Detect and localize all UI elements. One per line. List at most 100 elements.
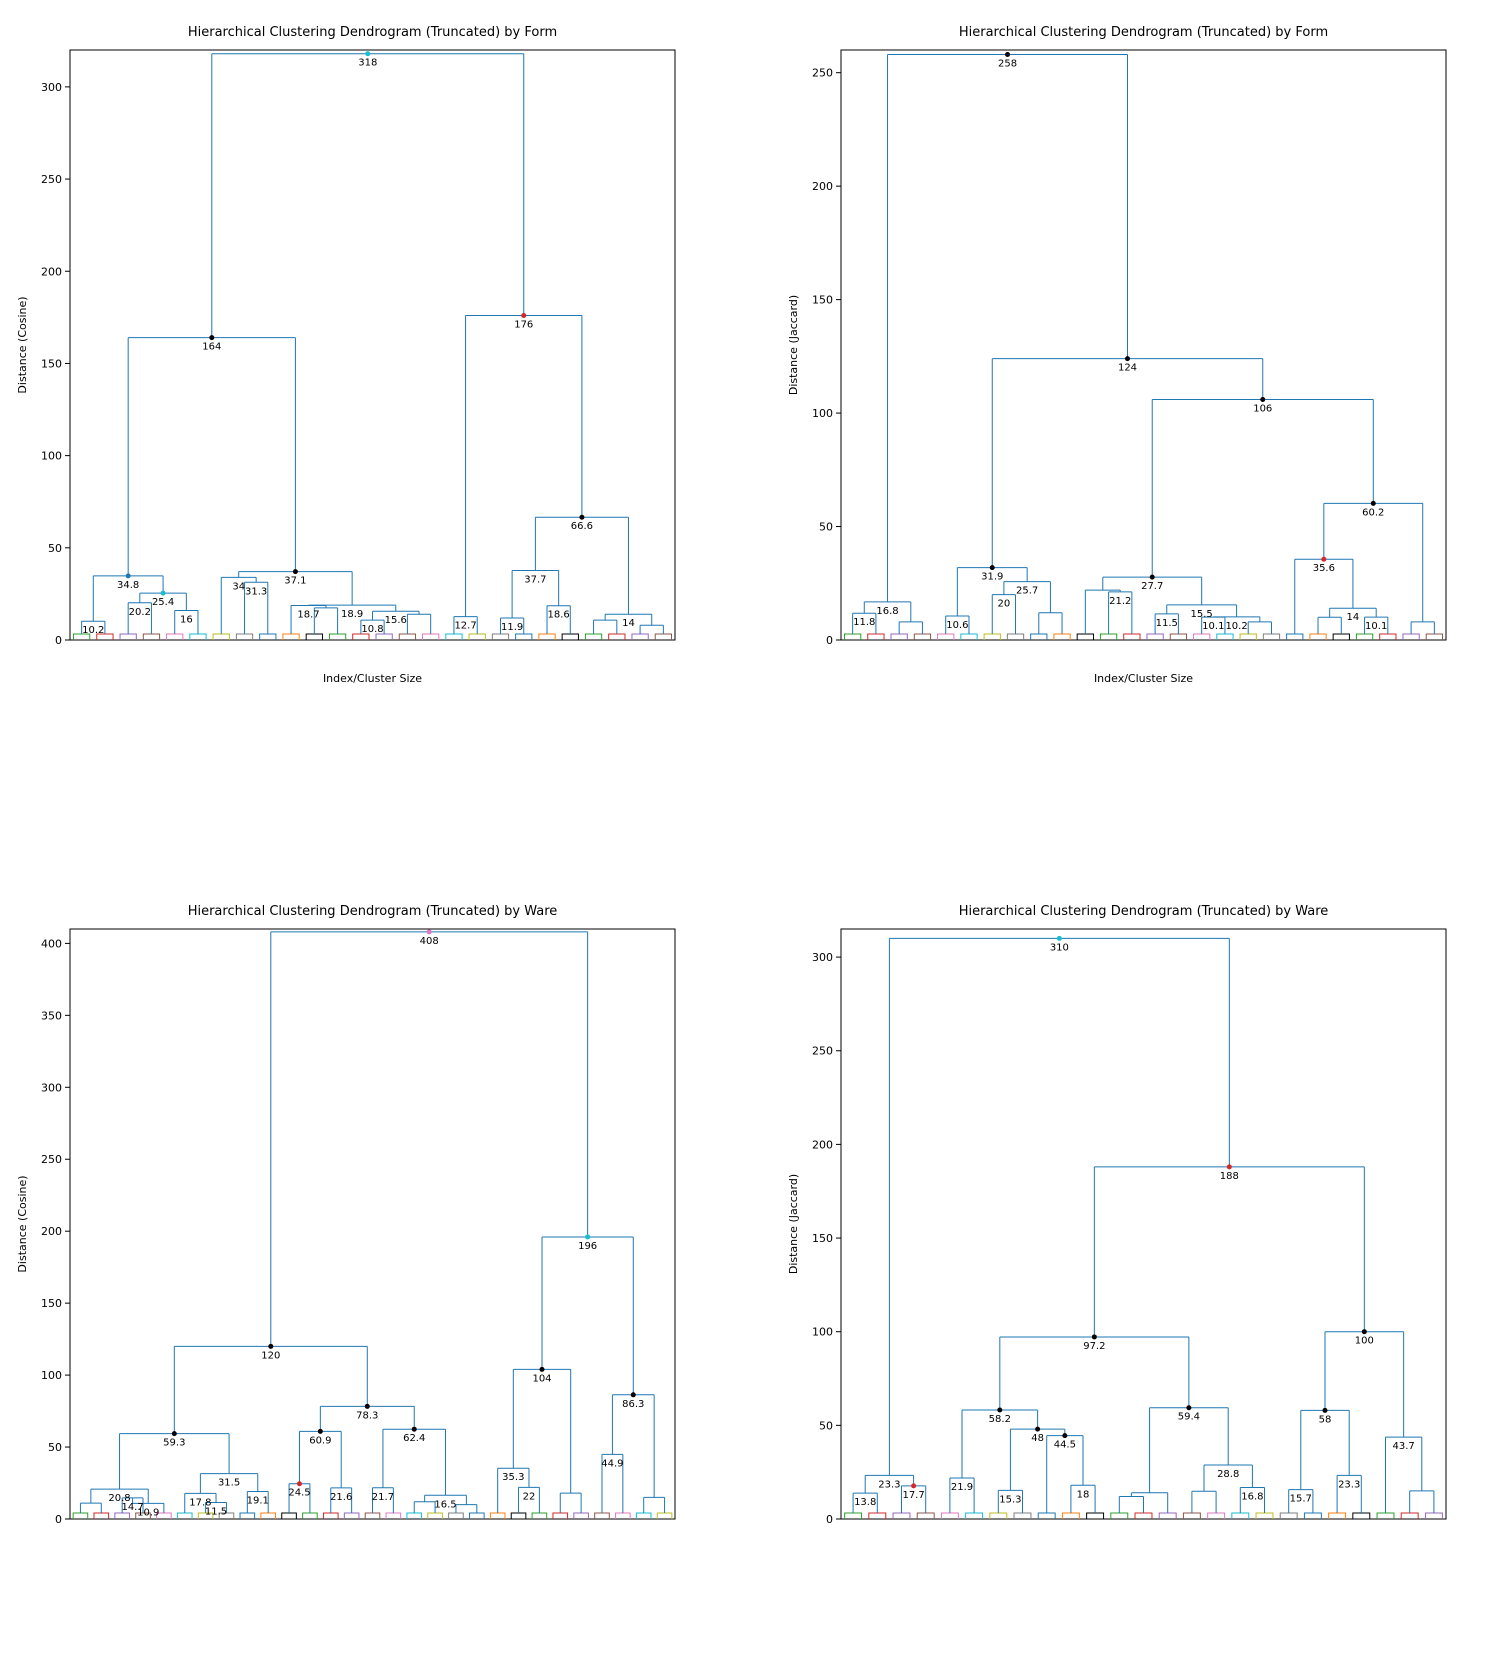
leaf-bracket — [595, 1513, 610, 1519]
leaf-bracket — [965, 1513, 982, 1519]
leaf-bracket — [1402, 634, 1418, 640]
leaf-bracket — [423, 634, 439, 640]
leaf-bracket — [937, 634, 953, 640]
node-marker — [1149, 575, 1154, 580]
node-label: 44.5 — [1053, 1439, 1075, 1450]
plot-frame — [841, 929, 1446, 1519]
leaf-bracket — [1352, 1513, 1369, 1519]
node-marker — [293, 569, 298, 574]
leaf-bracket — [470, 1513, 485, 1519]
node-label: 120 — [261, 1350, 280, 1361]
leaf-bracket — [365, 1513, 380, 1519]
leaf-bracket — [329, 634, 345, 640]
node-label: 34.8 — [117, 580, 139, 591]
node-label: 10.2 — [1225, 621, 1247, 632]
dendrogram-br: 050100150200250300Hierarchical Clusterin… — [781, 899, 1461, 1579]
leaf-bracket — [1286, 634, 1302, 640]
leaf-bracket — [323, 1513, 338, 1519]
node-marker — [412, 1426, 417, 1431]
node-label: 15.7 — [1289, 1493, 1311, 1504]
node-label: 78.3 — [356, 1410, 378, 1421]
y-tick-label: 200 — [812, 1138, 833, 1151]
leaf-bracket — [636, 1513, 651, 1519]
chart-title: Hierarchical Clustering Dendrogram (Trun… — [958, 904, 1328, 919]
node-label: 21.2 — [1109, 596, 1131, 607]
leaf-bracket — [1207, 1513, 1224, 1519]
leaf-bracket — [893, 1513, 910, 1519]
leaf-bracket — [1379, 634, 1395, 640]
leaf-bracket — [73, 1513, 88, 1519]
leaf-bracket — [449, 1513, 464, 1519]
node-label: 11.8 — [853, 617, 875, 628]
node-marker — [1056, 935, 1061, 940]
leaf-bracket — [446, 634, 462, 640]
node-label: 188 — [1219, 1170, 1238, 1181]
leaf-bracket — [1377, 1513, 1394, 1519]
leaf-bracket — [511, 1513, 526, 1519]
leaf-bracket — [1123, 634, 1139, 640]
leaf-bracket — [1170, 634, 1186, 640]
plot-frame — [841, 50, 1446, 640]
leaf-bracket — [1356, 634, 1372, 640]
node-label: 28.8 — [1217, 1469, 1239, 1480]
y-tick-label: 300 — [812, 951, 833, 964]
leaf-bracket — [1401, 1513, 1418, 1519]
node-marker — [997, 1407, 1002, 1412]
node-label: 18 — [1076, 1489, 1089, 1500]
y-tick-label: 0 — [826, 634, 833, 647]
node-label: 35.6 — [1312, 563, 1334, 574]
node-label: 31.5 — [218, 1477, 240, 1488]
leaf-bracket — [984, 634, 1000, 640]
leaf-bracket — [1100, 634, 1116, 640]
leaf-bracket — [1231, 1513, 1248, 1519]
y-tick-label: 100 — [812, 1325, 833, 1338]
node-label: 11.5 — [1155, 618, 1177, 629]
leaf-bracket — [574, 1513, 589, 1519]
node-label: 10.2 — [82, 625, 104, 636]
node-label: 17.8 — [189, 1497, 211, 1508]
y-tick-label: 0 — [55, 1513, 62, 1526]
y-tick-label: 100 — [41, 450, 62, 463]
node-marker — [1370, 501, 1375, 506]
node-marker — [209, 335, 214, 340]
node-marker — [268, 1343, 273, 1348]
node-label: 176 — [514, 320, 533, 331]
leaf-bracket — [120, 634, 136, 640]
leaf-bracket — [115, 1513, 130, 1519]
node-label: 25.4 — [152, 597, 174, 608]
dendrogram-markers — [172, 929, 636, 1486]
leaf-bracket — [1007, 634, 1023, 640]
panel-bottom-right: 050100150200250300Hierarchical Clusterin… — [781, 899, 1492, 1658]
node-marker — [1005, 52, 1010, 57]
node-label: 20.2 — [129, 607, 151, 618]
dendrogram-lines — [80, 931, 664, 1512]
leaf-bracket — [1304, 1513, 1321, 1519]
y-axis-label: Distance (Cosine) — [16, 296, 29, 393]
leaf-bracket — [240, 1513, 255, 1519]
dendrogram-leaves — [73, 1513, 672, 1519]
leaf-bracket — [1193, 634, 1209, 640]
node-label: 18.7 — [297, 610, 319, 621]
panel-grid: 050100150200250300Hierarchical Clusterin… — [0, 0, 1501, 1677]
chart-title: Hierarchical Clustering Dendrogram (Trun… — [958, 25, 1327, 40]
leaf-bracket — [260, 634, 276, 640]
leaf-bracket — [94, 1513, 109, 1519]
y-tick-label: 0 — [55, 634, 62, 647]
dendrogram-leaves — [844, 1513, 1442, 1519]
node-label: 21.7 — [372, 1491, 394, 1502]
y-tick-label: 200 — [41, 265, 62, 278]
node-marker — [521, 313, 526, 318]
node-marker — [1035, 1426, 1040, 1431]
leaf-bracket — [553, 1513, 568, 1519]
leaf-bracket — [960, 634, 976, 640]
node-marker — [1226, 1164, 1231, 1169]
node-label: 59.4 — [1177, 1411, 1199, 1422]
node-label: 19.1 — [247, 1495, 269, 1506]
node-label: 86.3 — [622, 1398, 644, 1409]
node-label: 23.3 — [1338, 1479, 1360, 1490]
dendrogram-lines — [853, 938, 1434, 1513]
dendrogram-markers — [989, 52, 1375, 580]
node-label: 13.8 — [854, 1497, 876, 1508]
node-label: 124 — [1117, 363, 1136, 374]
leaf-bracket — [1333, 634, 1349, 640]
